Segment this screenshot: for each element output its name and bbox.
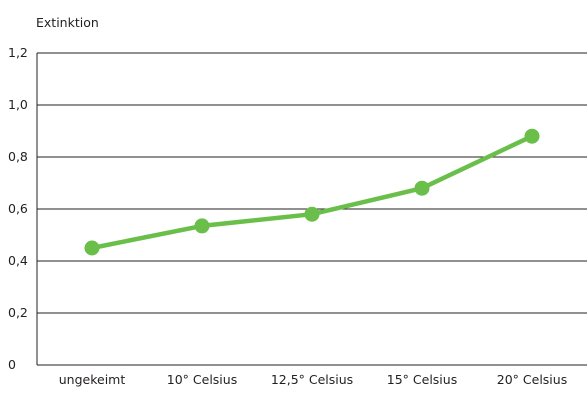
data-point — [194, 218, 210, 234]
x-tick-label: ungekeimt — [59, 372, 126, 387]
series-line-group — [89, 133, 535, 251]
data-point — [524, 128, 540, 144]
x-tick-label: 20° Celsius — [497, 372, 567, 387]
x-tick-label: 15° Celsius — [387, 372, 457, 387]
y-tick-label: 0,2 — [8, 305, 28, 320]
y-axis-label: Extinktion — [36, 15, 99, 30]
gridlines — [37, 52, 587, 314]
y-tick-label: 0,4 — [8, 253, 28, 268]
y-tick-label: 0,6 — [8, 201, 28, 216]
data-point — [414, 180, 430, 196]
y-tick-label: 1,0 — [8, 97, 28, 112]
y-tick-label: 0,8 — [8, 149, 28, 164]
y-tick-label: 0 — [8, 357, 16, 372]
series-line — [89, 133, 535, 251]
data-point — [84, 240, 100, 256]
x-tick-labels: ungekeimt 10° Celsius 12,5° Celsius 15° Cel… — [59, 372, 567, 387]
data-point — [304, 206, 320, 222]
axes — [36, 53, 587, 366]
y-tick-label: 1,2 — [8, 45, 28, 60]
y-tick-labels: 0 0,2 0,4 0,6 0,8 1,0 1,2 — [8, 45, 28, 372]
x-tick-label: 12,5° Celsius — [271, 372, 353, 387]
x-tick-label: 10° Celsius — [167, 372, 237, 387]
data-points — [84, 128, 540, 256]
